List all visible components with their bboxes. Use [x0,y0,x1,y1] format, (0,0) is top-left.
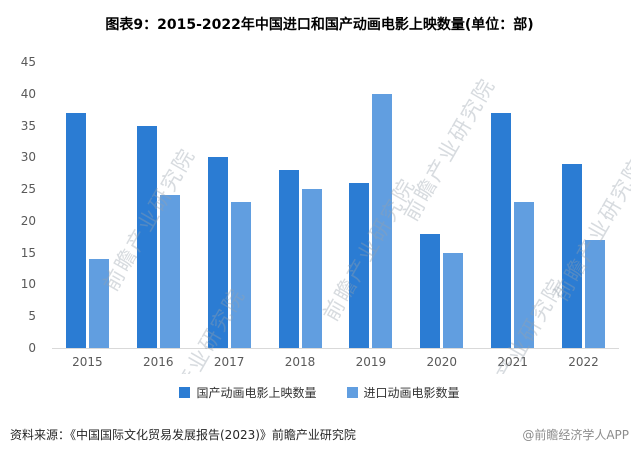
x-tick-label: 2017 [213,355,245,369]
bar-series2-2018 [301,189,322,348]
x-tick-label: 2016 [143,355,174,369]
y-tick-label: 5 [28,309,36,324]
x-tick-label: 2020 [426,355,458,369]
x-tick-label: 2022 [568,355,599,369]
bar-series1-2019 [349,182,370,348]
bar-series2-2021 [514,201,535,348]
bar-series2-2022 [585,239,606,348]
y-tick-label: 20 [20,213,36,228]
bar-series2-2015 [88,259,109,348]
bar-series1-2020 [420,233,441,348]
x-tick-label: 2015 [72,355,103,369]
bar-series2-2020 [443,252,464,348]
bar-group-2021: 2021 [477,62,548,369]
bar-series2-2017 [230,201,251,348]
legend-label: 进口动画电影数量 [363,386,460,400]
y-axis: 0 5 10 15 20 25 30 35 40 45 [8,56,44,354]
y-tick-label: 40 [20,86,36,101]
legend-item: 进口动画电影数量 [346,384,460,401]
bar-series1-2016 [136,125,157,348]
footer: 资料来源：《中国国际文化贸易发展报告(2023)》前瞻产业研究院 @前瞻经济学人… [10,426,629,443]
x-tick-label: 2019 [355,355,387,369]
bar-group-2022: 2022 [548,62,619,369]
bar-series1-2021 [491,112,512,348]
bar-series1-2015 [65,112,86,348]
bar-group-2018: 2018 [265,62,336,369]
legend-item: 国产动画电影上映数量 [179,384,317,401]
chart-title: 图表9：2015-2022年中国进口和国产动画电影上映数量(单位：部) [105,17,534,33]
y-tick-label: 45 [20,55,36,69]
x-tick-label: 2021 [497,355,528,369]
bar-group-2016: 2016 [123,62,194,369]
bar-series1-2017 [207,157,228,348]
bar-group-2017: 2017 [194,62,265,369]
y-tick-label: 35 [20,118,36,133]
plot-area: 2015 2016 2017 2018 2019 2020 2021 2022 [52,62,619,369]
legend-swatch [179,387,191,398]
y-tick-label: 10 [20,277,36,292]
source-text: 资料来源：《中国国际文化贸易发展报告(2023)》前瞻产业研究院 [10,428,356,442]
y-tick-label: 15 [20,245,36,260]
bar-series2-2019 [372,93,393,348]
legend-label: 国产动画电影上映数量 [196,386,317,400]
bar-group-2015: 2015 [52,62,123,369]
y-tick-label: 25 [20,182,36,197]
bar-group-2019: 2019 [336,62,407,369]
x-tick-label: 2018 [284,355,316,369]
legend-swatch [346,387,358,398]
y-tick-label: 30 [20,150,36,165]
bar-series1-2018 [278,170,299,348]
credit-text: @前瞻经济学人APP [522,428,629,442]
chart-area: 0 5 10 15 20 25 30 35 40 45 2015 2016 2017 2018 2019 2… [8,44,631,374]
bar-series2-2016 [159,195,180,348]
bar-group-2020: 2020 [406,62,477,369]
legend: 国产动画电影上映数量 进口动画电影数量 [0,384,639,401]
bar-series1-2022 [562,163,583,348]
y-tick-label: 0 [28,341,36,355]
